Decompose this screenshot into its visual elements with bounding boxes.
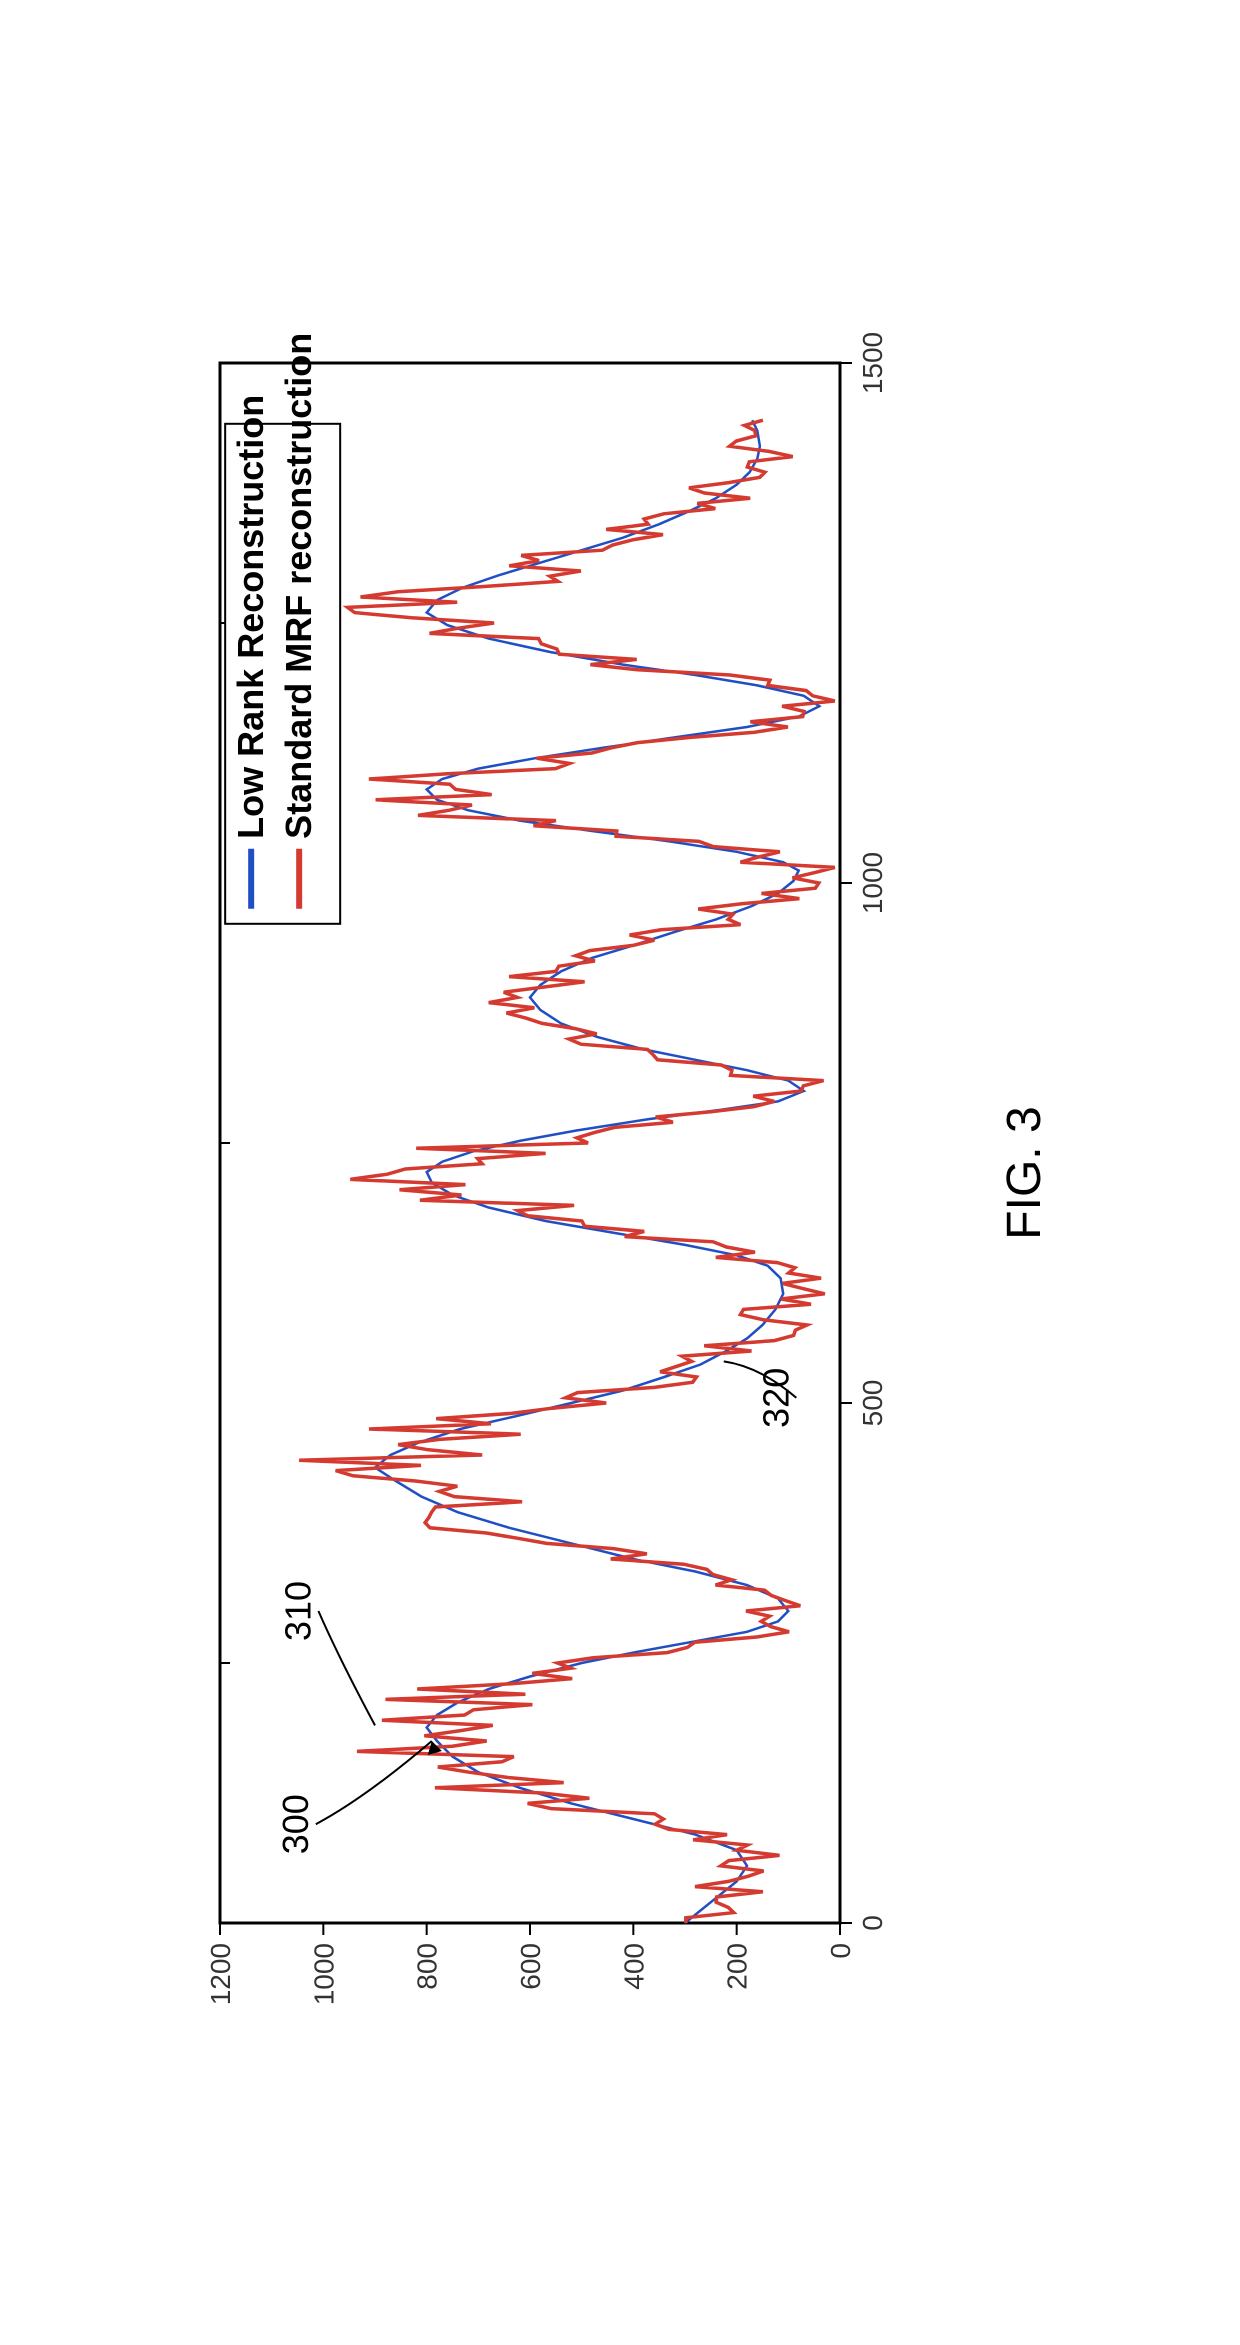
y-tick-label: 800 — [412, 1943, 443, 1990]
page: 0 200 400 600 800 1000 1200 0 500 1000 1500 Low Ran… — [0, 0, 1240, 2345]
y-tick-label: 600 — [515, 1943, 546, 1990]
chart-rotated-wrapper: 0 200 400 600 800 1000 1200 0 500 1000 1500 Low Ran… — [160, 323, 1080, 2023]
y-tick-label: 400 — [618, 1943, 649, 1990]
y-tick-label: 1200 — [205, 1943, 236, 2005]
figure-label: FIG. 3 — [998, 1106, 1051, 1239]
x-tick-label: 500 — [857, 1379, 888, 1426]
callout-label: 300 — [275, 1794, 316, 1854]
series-standard-mrf — [299, 420, 835, 1923]
x-tick-label: 1000 — [857, 851, 888, 913]
callout-label: 310 — [277, 1580, 318, 1640]
x-tick-label: 1500 — [857, 331, 888, 393]
legend-label: Standard MRF reconstruction — [278, 332, 319, 838]
y-tick-label: 200 — [722, 1943, 753, 1990]
callout-label: 320 — [755, 1367, 796, 1427]
chart-svg: 0 200 400 600 800 1000 1200 0 500 1000 1500 Low Ran… — [160, 323, 1080, 2023]
y-tick-label: 0 — [825, 1943, 856, 1959]
callout-curve — [318, 1611, 375, 1725]
legend-label: Low Rank Reconstruction — [230, 394, 271, 838]
y-tick-label: 1000 — [308, 1943, 339, 2005]
x-tick-label: 0 — [857, 1915, 888, 1931]
